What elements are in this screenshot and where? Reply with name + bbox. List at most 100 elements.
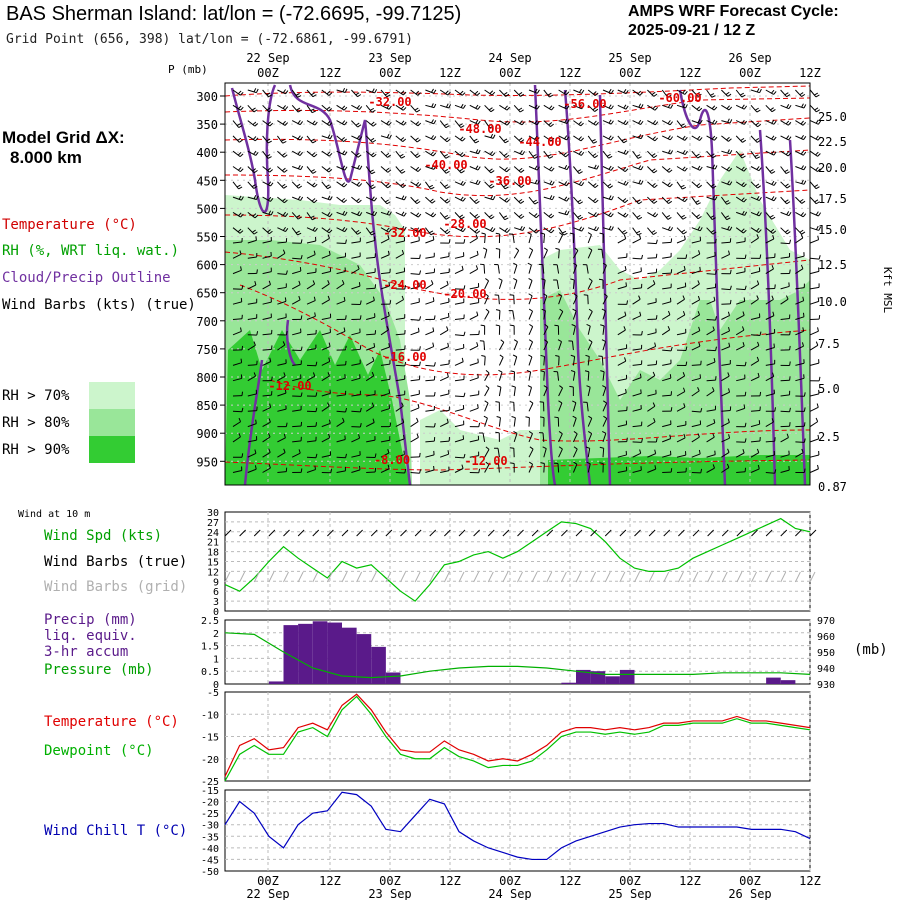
wind-barb [484, 212, 495, 220]
wind-barb [425, 423, 436, 428]
wind-barb [555, 247, 560, 259]
wind-barb [410, 166, 422, 172]
wind-barb [750, 254, 762, 259]
wind-barb [380, 250, 390, 259]
wind-barb [558, 165, 570, 171]
wind-barb [539, 432, 545, 442]
wind-barb [780, 407, 791, 413]
wind-barb [306, 105, 316, 114]
wind-barb [351, 227, 362, 235]
temperature-contour-label: -32.00 [383, 226, 426, 240]
wind-barb [647, 211, 659, 218]
wind-barb [306, 268, 317, 275]
temperature-contour-label: -36.00 [488, 174, 531, 188]
wind-barb [247, 195, 259, 200]
wind-barb [706, 89, 716, 98]
wind-barb [380, 89, 391, 98]
wind-barb [247, 88, 259, 94]
wind-barb [632, 179, 644, 185]
cloud-outline [243, 359, 264, 486]
wind-barb [425, 150, 437, 157]
wind10m-heading: Wind at 10 m [18, 509, 91, 520]
wind-barb [513, 247, 520, 259]
wind-barb [617, 300, 629, 305]
wind-barb [484, 278, 490, 290]
wind-barb-10m-grid [224, 571, 231, 583]
wind-barb [676, 135, 688, 141]
wind-barb [632, 295, 641, 305]
cloud-outline [563, 89, 592, 486]
axis-tick-label: -15 [201, 786, 219, 797]
wind-barb [586, 385, 591, 397]
precip-bar [619, 669, 635, 684]
axis-tick-label: 1 [213, 654, 219, 665]
wind-barb [495, 401, 500, 412]
wind-barb [662, 468, 673, 473]
wind-barb [439, 212, 450, 220]
wind-barb [336, 407, 348, 413]
wind-barb [440, 268, 450, 275]
wind-barb-10m [253, 529, 261, 537]
wind-barb [809, 166, 821, 172]
wind-barb [691, 181, 703, 189]
wind-barb [795, 374, 805, 382]
wind-barb [439, 166, 450, 174]
cross-section-frame [224, 82, 811, 486]
wind-barb [425, 375, 436, 382]
wind-barb [588, 164, 600, 170]
wind-barb [647, 280, 656, 290]
wind-barb [380, 360, 391, 366]
wind-barb [691, 250, 701, 259]
wind-barb [336, 417, 345, 428]
wind-barb [602, 119, 614, 125]
wind-barb [306, 372, 316, 382]
wind-barb [676, 103, 688, 109]
wind-barb [508, 233, 515, 244]
wind-barb [247, 236, 257, 244]
wind-barb [540, 462, 545, 473]
wind-barb [351, 315, 362, 320]
date-label: 22 Sep [246, 51, 289, 65]
wind-barb [691, 407, 703, 413]
wind-barb [336, 181, 348, 188]
wind-barb [380, 300, 392, 305]
wind-barb [277, 249, 286, 259]
wind-barb [425, 391, 436, 397]
wind-barb [425, 268, 436, 275]
wind-barb [277, 359, 287, 366]
temperature-contour-label: -28.00 [443, 217, 486, 231]
wind-barb [720, 196, 731, 205]
wind-barb [512, 354, 518, 366]
wind-barb [439, 150, 450, 159]
wind-barb-10m [546, 529, 554, 537]
wind-barb [750, 406, 761, 412]
wind-barb [617, 234, 627, 244]
wind-barb [795, 227, 806, 235]
pressure-unit-label: (mb) [854, 642, 888, 658]
height-unit-label: Kft MSL [881, 267, 894, 314]
wind-barb [380, 282, 391, 290]
wind-barb [439, 89, 451, 96]
wind-barb [582, 264, 589, 274]
wind-barb [538, 263, 545, 274]
precip-bar [766, 677, 781, 684]
wind-barb [496, 385, 502, 397]
wind-barb [795, 312, 805, 320]
wind-barb [247, 449, 257, 458]
wind-barb [365, 196, 378, 202]
wind-barb [494, 294, 500, 305]
wind-barb [765, 343, 775, 351]
wind-barb [439, 120, 450, 129]
time-tick-label: 12Z [319, 66, 341, 80]
wind-barb [736, 285, 747, 291]
wind-barb [499, 196, 510, 203]
wind-barb [395, 181, 407, 188]
wind-barb-10m [297, 529, 305, 537]
wind-barb [513, 339, 518, 351]
axis-tick-label: -20 [201, 755, 219, 766]
wind-barb-10m [224, 529, 232, 537]
wind-barb [558, 181, 570, 187]
wind-barb [306, 453, 318, 459]
wind-barb [585, 446, 591, 458]
wind-barb [527, 232, 532, 244]
